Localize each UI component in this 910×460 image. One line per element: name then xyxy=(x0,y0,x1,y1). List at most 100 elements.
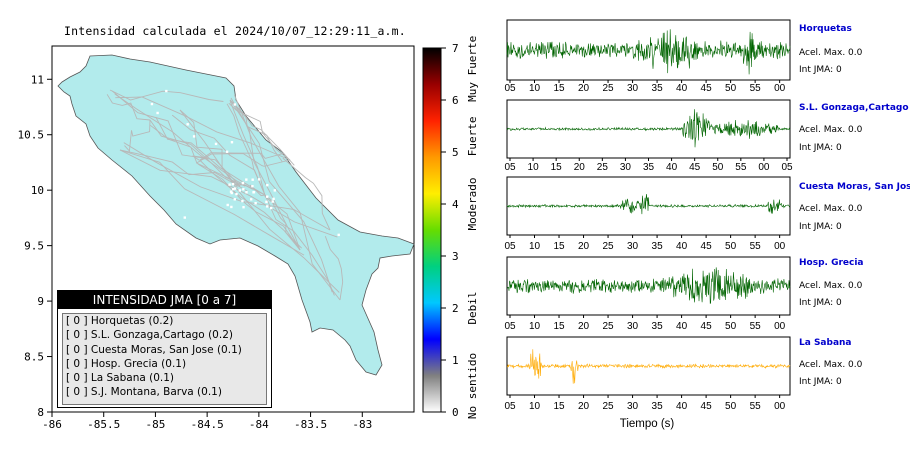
colorbar-tick-label: 4 xyxy=(452,198,459,211)
town-marker xyxy=(306,130,310,134)
station-accel: Acel. Max. 0.0 xyxy=(799,281,863,291)
seismogram-panel: 05 10 15 20 25 30 35 40 45 50 55 00 05 xyxy=(504,99,793,173)
x-tick-label: -83.5 xyxy=(294,418,327,431)
town-marker xyxy=(272,197,275,201)
town-marker xyxy=(249,198,253,201)
station-name: Cuesta Moras, San Jose xyxy=(799,182,910,192)
town-marker xyxy=(265,200,268,204)
time-tick-label: 25 xyxy=(602,241,614,252)
seismogram-panel: 05 10 15 20 25 30 35 40 45 50 55 00 xyxy=(504,176,791,252)
town-marker xyxy=(343,120,346,123)
time-tick-label: 30 xyxy=(627,401,639,412)
station-accel: Acel. Max. 0.0 xyxy=(799,360,863,370)
road xyxy=(233,94,341,301)
road xyxy=(229,99,283,162)
town-marker xyxy=(251,178,254,181)
time-tick-label: 10 xyxy=(529,241,541,252)
town-marker xyxy=(214,142,218,146)
road xyxy=(114,93,266,196)
time-tick-label: 50 xyxy=(725,321,737,332)
town-marker xyxy=(245,178,248,181)
road xyxy=(226,103,266,196)
town-marker xyxy=(192,135,196,138)
colorbar xyxy=(422,47,442,413)
seismogram-panels: 05 10 15 20 25 30 35 40 45 50 55 00 05 10 15 20 25 30 35 40… xyxy=(504,19,793,412)
y-tick-label: 9 xyxy=(37,295,44,308)
time-tick-label: 15 xyxy=(553,401,565,412)
town-marker xyxy=(233,198,236,201)
town-marker xyxy=(230,191,233,195)
town-marker xyxy=(186,123,189,126)
time-tick-label: 20 xyxy=(578,401,590,412)
road xyxy=(324,236,344,301)
road xyxy=(228,102,291,161)
station-jma: Int JMA: 0 xyxy=(799,143,842,153)
waveform-trace xyxy=(506,267,791,304)
y-tick-label: 10 xyxy=(31,184,44,197)
station-name: Horquetas xyxy=(799,24,852,34)
road xyxy=(119,149,305,256)
time-tick-label: 15 xyxy=(553,241,565,252)
town-marker xyxy=(266,205,269,208)
town-marker xyxy=(266,183,269,187)
town-marker xyxy=(183,216,186,219)
y-tick-label: 11 xyxy=(31,73,44,86)
time-tick-label: 35 xyxy=(652,241,664,252)
legend-row: [ 0 ] Hosp. Grecia (0.1) xyxy=(66,357,187,370)
town-marker xyxy=(319,117,323,121)
time-tick-label: 05 xyxy=(504,241,516,252)
town-marker xyxy=(226,203,229,207)
road xyxy=(230,97,301,251)
road xyxy=(192,155,208,162)
town-marker xyxy=(231,182,235,186)
town-marker xyxy=(245,191,248,194)
town-marker xyxy=(297,124,300,127)
time-tick-label: 45 xyxy=(701,401,713,412)
time-tick-label: 40 xyxy=(666,162,678,173)
colorbar-tick-label: 2 xyxy=(452,302,459,315)
time-tick-label: 05 xyxy=(781,162,793,173)
x-tick-label: -85 xyxy=(145,418,165,431)
time-tick-label: 20 xyxy=(578,83,590,94)
colorbar-class-label: Muy Fuerte xyxy=(466,36,479,102)
time-tick-label: 05 xyxy=(504,401,516,412)
town-marker xyxy=(185,243,188,246)
time-tick-label: 10 xyxy=(529,401,541,412)
time-tick-label: 25 xyxy=(597,162,609,173)
x-tick-label: -84 xyxy=(249,418,269,431)
station-name: S.L. Gonzaga,Cartago xyxy=(799,103,909,113)
x-tick-label: -85.5 xyxy=(87,418,120,431)
colorbar-axis: 0 1 2 3 4 5 6 7 No sentido Debil Moderado Fuerte Muy… xyxy=(441,36,479,419)
waveform-trace xyxy=(506,109,791,148)
station-jma: Int JMA: 0 xyxy=(799,65,842,75)
station-name: La Sabana xyxy=(799,338,852,348)
waveform-trace xyxy=(506,29,791,75)
time-tick-label: 45 xyxy=(689,162,701,173)
station-jma: Int JMA: 0 xyxy=(799,298,842,308)
town-marker xyxy=(128,245,131,248)
time-tick-label: 20 xyxy=(578,241,590,252)
map-axes: -86 -85.5 -85 -84.5 -84 -83.5 -83 11 10.5 10 9.5 9 8… xyxy=(18,73,373,431)
time-tick-label: 40 xyxy=(676,401,688,412)
town-marker xyxy=(106,176,109,179)
town-marker xyxy=(337,233,340,237)
x-tick-label: -86 xyxy=(42,418,62,431)
road xyxy=(229,99,295,166)
town-marker xyxy=(233,187,237,190)
town-marker xyxy=(235,192,238,196)
town-marker xyxy=(300,141,304,144)
colorbar-tick-label: 1 xyxy=(452,354,459,367)
road xyxy=(264,194,303,249)
time-tick-label: 45 xyxy=(701,241,713,252)
town-marker xyxy=(225,150,229,153)
time-tick-label: 15 xyxy=(551,162,563,173)
time-tick-label: 55 xyxy=(750,241,762,252)
town-marker xyxy=(242,205,245,209)
station-jma: Int JMA: 0 xyxy=(799,377,842,387)
station-name: Hosp. Grecia xyxy=(799,258,864,268)
legend-row: [ 0 ] Horquetas (0.2) xyxy=(66,315,174,327)
town-marker xyxy=(230,141,234,144)
legend-row: [ 0 ] S.J. Montana, Barva (0.1) xyxy=(66,386,222,399)
